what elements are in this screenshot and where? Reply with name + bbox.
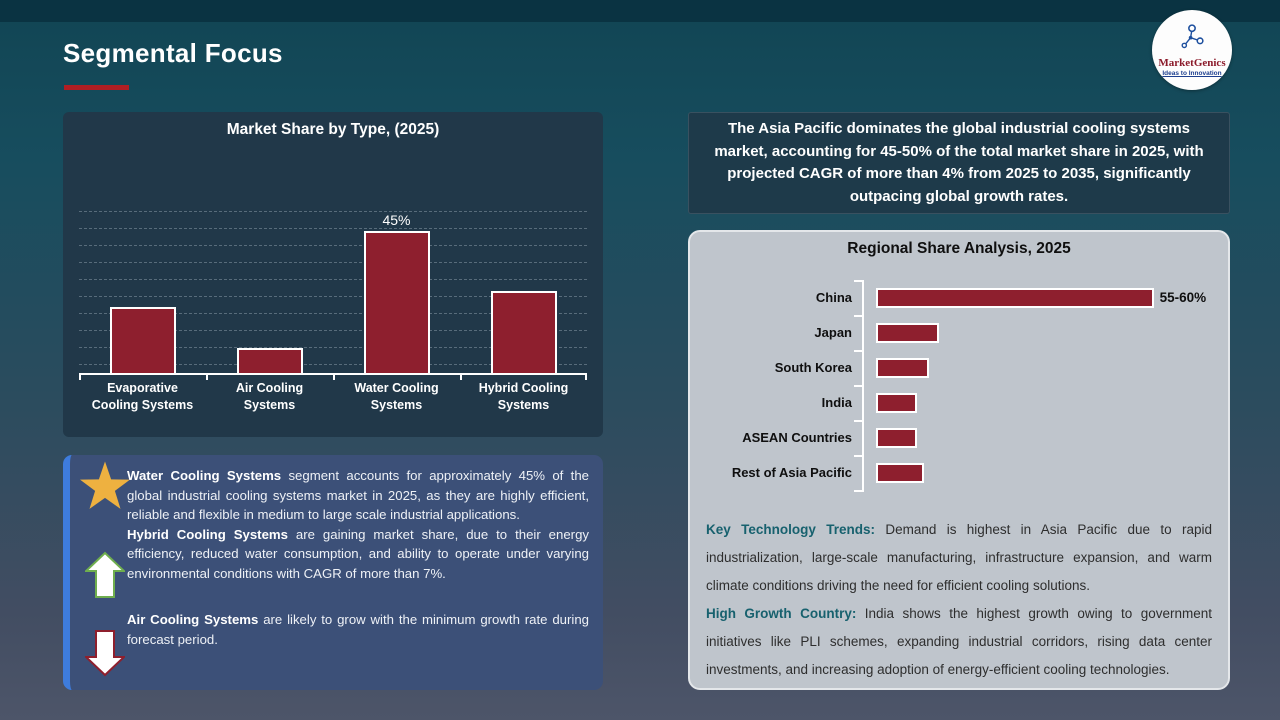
gridline (79, 347, 587, 348)
hbar-track (876, 427, 1214, 448)
regional-chart-axis (862, 280, 864, 492)
gridline (79, 313, 587, 314)
hbar-track (876, 322, 1214, 343)
y-axis-tick (854, 350, 862, 352)
logo-tagline: Ideas to Innovation (1162, 70, 1222, 77)
y-axis-tick (854, 420, 862, 422)
bar-hybrid-cooling-systems (490, 290, 557, 373)
bar-air-cooling-systems (236, 347, 303, 373)
insight-item-hybrid: Hybrid Cooling Systems are gaining marke… (127, 526, 589, 581)
logo-name: MarketGenics (1158, 57, 1226, 69)
regional-notes: Key Technology Trends: Demand is highest… (706, 516, 1212, 684)
gridline (79, 211, 587, 212)
down-arrow-icon (83, 629, 127, 682)
gridline (79, 228, 587, 229)
category-label-evaporative-cooling-systems: Evaporative Cooling Systems (91, 381, 194, 412)
hbar-value-label: 55-60% (1159, 290, 1207, 305)
y-axis-tick (854, 455, 862, 457)
high-growth-country: High Growth Country: India shows the hig… (706, 606, 1213, 677)
star-icon (79, 461, 131, 516)
regional-share-chart: China 55-60% Japan South Korea India ASEAN Co… (704, 280, 1214, 492)
hbar-track (876, 392, 1214, 413)
top-strip (0, 0, 1280, 22)
hbar-row-japan: Japan (704, 315, 1214, 350)
hbar-row-rest-of-asia-pacific: Rest of Asia Pacific (704, 455, 1214, 490)
x-axis-tick (460, 373, 462, 380)
x-axis-tick (79, 373, 81, 380)
regional-panel: Regional Share Analysis, 2025 China 55-60… (688, 230, 1230, 690)
gridline (79, 296, 587, 297)
bar-evaporative-cooling-systems (109, 306, 176, 373)
bar-water-cooling-systems (363, 230, 430, 373)
insight-text: Water Cooling Systems segment accounts f… (127, 466, 589, 649)
y-axis-tick (854, 280, 862, 282)
page-title: Segmental Focus (63, 38, 283, 68)
category-label-water-cooling-systems: Water Cooling Systems (354, 381, 439, 412)
apac-headline-box: The Asia Pacific dominates the global in… (688, 112, 1230, 214)
insight-item-air: Air Cooling Systems are likely to grow w… (127, 612, 589, 647)
hbar-track (876, 462, 1214, 483)
title-underline (64, 85, 129, 90)
hbar-track: 55-60% (876, 287, 1214, 308)
hbar-label-china: China (815, 290, 852, 305)
gridline (79, 245, 587, 246)
hbar-row-china: China 55-60% (704, 280, 1214, 315)
market-share-chart-title: Market Share by Type, (2025) (226, 121, 440, 138)
market-share-chart-panel: Market Share by Type, (2025) 45% Evapora… (63, 112, 603, 437)
up-arrow-icon (83, 551, 127, 604)
key-technology-trends: Key Technology Trends: Demand is highest… (706, 522, 1213, 593)
insight-box: Water Cooling Systems segment accounts f… (63, 455, 603, 690)
gridline (79, 364, 587, 365)
bars-area: 45% (79, 152, 587, 373)
hbar-south-korea (876, 357, 930, 378)
market-share-category-labels: Evaporative Cooling Systems Air Cooling S… (79, 380, 587, 414)
hbar-asean-countries (876, 427, 918, 448)
hbar-label-south-korea: South Korea (774, 360, 852, 375)
hbar-india (876, 392, 918, 413)
bar-column-air-cooling-systems (206, 152, 333, 373)
x-axis-tick (206, 373, 208, 380)
hbar-track (876, 357, 1214, 378)
category-label-hybrid-cooling-systems: Hybrid Cooling Systems (478, 381, 569, 412)
bar-column-hybrid-cooling-systems (460, 152, 587, 373)
hbar-row-asean-countries: ASEAN Countries (704, 420, 1214, 455)
hbar-rest-of-asia-pacific (876, 462, 925, 483)
y-axis-tick (854, 385, 862, 387)
bar-column-water-cooling-systems: 45% (333, 152, 460, 373)
hbar-japan (876, 322, 939, 343)
hbar-label-japan: Japan (814, 325, 852, 340)
apac-headline-text: The Asia Pacific dominates the global in… (714, 120, 1204, 205)
regional-chart-title: Regional Share Analysis, 2025 (847, 240, 1071, 257)
gridline (79, 279, 587, 280)
gridline (79, 262, 587, 263)
marketgenics-logo: MarketGenics Ideas to Innovation (1152, 10, 1232, 90)
hbar-label-asean-countries: ASEAN Countries (742, 430, 852, 445)
y-axis-tick (854, 490, 862, 492)
category-label-air-cooling-systems: Air Cooling Systems (235, 381, 304, 412)
y-axis-tick (854, 315, 862, 317)
hbar-label-india: India (821, 395, 852, 410)
market-share-plot: 45% (79, 152, 587, 380)
x-axis-tick (585, 373, 587, 380)
hbar-row-south-korea: South Korea (704, 350, 1214, 385)
hbar-label-rest-of-asia-pacific: Rest of Asia Pacific (731, 465, 852, 480)
x-axis-tick (333, 373, 335, 380)
insight-item-water: Water Cooling Systems segment accounts f… (127, 468, 590, 522)
molecule-icon (1177, 23, 1207, 56)
hbar-china (876, 287, 1154, 308)
bar-value-label: 45% (382, 211, 411, 228)
hbar-row-india: India (704, 385, 1214, 420)
gridline (79, 330, 587, 331)
bar-column-evaporative-cooling-systems (79, 152, 206, 373)
